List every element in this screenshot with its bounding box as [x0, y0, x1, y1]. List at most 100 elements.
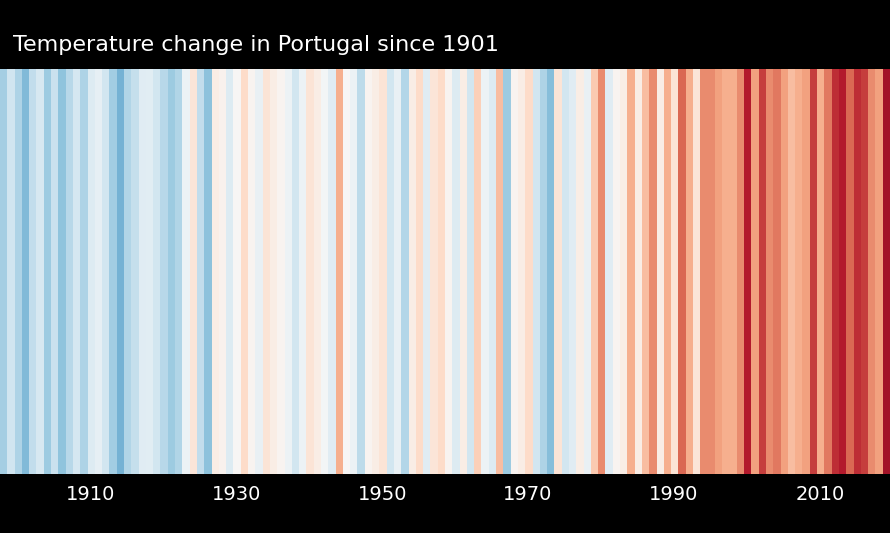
- Bar: [657, 69, 664, 474]
- Bar: [758, 69, 766, 474]
- Bar: [313, 69, 321, 474]
- Bar: [416, 69, 423, 474]
- Bar: [678, 69, 685, 474]
- Bar: [613, 69, 620, 474]
- Bar: [321, 69, 328, 474]
- Bar: [87, 69, 95, 474]
- Bar: [240, 69, 248, 474]
- Bar: [59, 69, 66, 474]
- Bar: [153, 69, 160, 474]
- Bar: [44, 69, 51, 474]
- Bar: [883, 69, 890, 474]
- Bar: [861, 69, 868, 474]
- Text: 1950: 1950: [358, 486, 407, 504]
- Bar: [540, 69, 547, 474]
- Bar: [73, 69, 80, 474]
- Bar: [525, 69, 532, 474]
- Bar: [489, 69, 496, 474]
- Bar: [831, 69, 839, 474]
- Bar: [175, 69, 182, 474]
- Text: 2010: 2010: [795, 486, 845, 504]
- Bar: [839, 69, 846, 474]
- Bar: [431, 69, 438, 474]
- Bar: [365, 69, 372, 474]
- Bar: [715, 69, 722, 474]
- Text: 1990: 1990: [650, 486, 699, 504]
- Bar: [350, 69, 358, 474]
- Bar: [554, 69, 562, 474]
- Bar: [372, 69, 379, 474]
- Bar: [876, 69, 883, 474]
- Bar: [532, 69, 540, 474]
- Bar: [708, 69, 715, 474]
- Bar: [817, 69, 824, 474]
- Bar: [635, 69, 642, 474]
- Bar: [868, 69, 876, 474]
- Bar: [700, 69, 708, 474]
- Bar: [117, 69, 124, 474]
- Bar: [277, 69, 285, 474]
- Bar: [810, 69, 817, 474]
- Bar: [824, 69, 831, 474]
- Bar: [139, 69, 146, 474]
- Bar: [744, 69, 751, 474]
- Bar: [22, 69, 29, 474]
- Bar: [336, 69, 343, 474]
- Bar: [591, 69, 598, 474]
- Bar: [788, 69, 795, 474]
- Bar: [358, 69, 365, 474]
- Bar: [795, 69, 803, 474]
- Bar: [409, 69, 416, 474]
- Bar: [766, 69, 773, 474]
- Bar: [168, 69, 175, 474]
- Bar: [205, 69, 212, 474]
- Bar: [511, 69, 518, 474]
- Bar: [467, 69, 474, 474]
- Bar: [598, 69, 605, 474]
- Bar: [29, 69, 36, 474]
- Bar: [481, 69, 489, 474]
- Bar: [14, 69, 22, 474]
- Bar: [496, 69, 504, 474]
- Bar: [7, 69, 14, 474]
- Bar: [109, 69, 117, 474]
- Bar: [306, 69, 313, 474]
- Bar: [270, 69, 277, 474]
- Bar: [751, 69, 758, 474]
- Bar: [664, 69, 671, 474]
- Bar: [627, 69, 635, 474]
- Bar: [255, 69, 263, 474]
- Bar: [132, 69, 139, 474]
- Bar: [518, 69, 525, 474]
- Bar: [190, 69, 197, 474]
- Bar: [36, 69, 44, 474]
- Bar: [226, 69, 233, 474]
- Bar: [504, 69, 511, 474]
- Bar: [445, 69, 452, 474]
- Bar: [854, 69, 861, 474]
- Bar: [102, 69, 109, 474]
- Bar: [386, 69, 394, 474]
- Bar: [394, 69, 401, 474]
- Bar: [343, 69, 350, 474]
- Bar: [197, 69, 205, 474]
- Text: 1910: 1910: [66, 486, 115, 504]
- Bar: [401, 69, 409, 474]
- Bar: [299, 69, 306, 474]
- Bar: [584, 69, 591, 474]
- Text: 1970: 1970: [504, 486, 553, 504]
- Bar: [773, 69, 781, 474]
- Bar: [605, 69, 613, 474]
- Bar: [263, 69, 270, 474]
- Bar: [803, 69, 810, 474]
- Bar: [66, 69, 73, 474]
- Bar: [438, 69, 445, 474]
- Bar: [620, 69, 627, 474]
- Bar: [51, 69, 59, 474]
- Bar: [547, 69, 554, 474]
- Bar: [212, 69, 219, 474]
- Bar: [146, 69, 153, 474]
- Bar: [562, 69, 569, 474]
- Bar: [80, 69, 87, 474]
- Bar: [846, 69, 854, 474]
